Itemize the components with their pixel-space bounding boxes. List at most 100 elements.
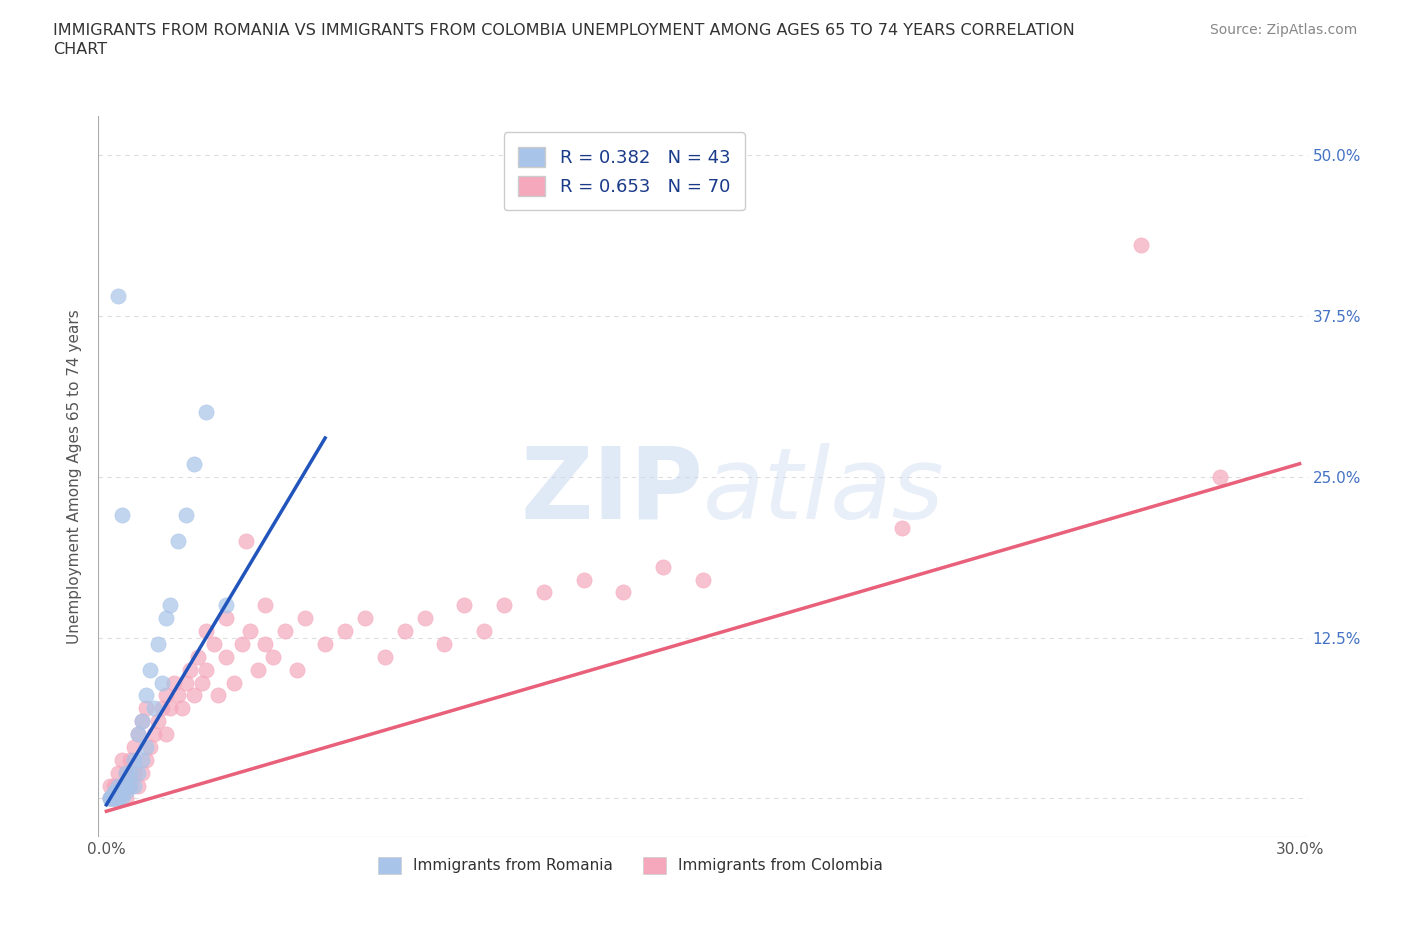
Point xyxy=(572,572,595,587)
Point xyxy=(194,662,217,677)
Point xyxy=(146,713,169,728)
Point xyxy=(150,675,173,690)
Point xyxy=(155,688,177,703)
Point xyxy=(103,785,125,800)
Point xyxy=(135,739,157,754)
Point xyxy=(115,765,138,780)
Point xyxy=(107,778,129,793)
Point xyxy=(159,701,181,716)
Point xyxy=(105,785,128,800)
Point xyxy=(107,785,129,800)
Point xyxy=(139,739,162,754)
Point xyxy=(122,778,145,793)
Point xyxy=(115,790,138,805)
Point xyxy=(104,790,127,805)
Point xyxy=(111,790,134,805)
Point xyxy=(131,713,153,728)
Point xyxy=(127,778,149,793)
Point xyxy=(120,752,142,767)
Point xyxy=(127,765,149,780)
Point xyxy=(139,662,162,677)
Point xyxy=(191,675,214,690)
Point xyxy=(294,611,316,626)
Point xyxy=(111,785,134,800)
Point xyxy=(107,790,129,805)
Point xyxy=(111,778,134,793)
Point xyxy=(127,726,149,741)
Point xyxy=(179,662,201,677)
Point xyxy=(115,778,138,793)
Point xyxy=(112,778,135,793)
Point xyxy=(215,611,238,626)
Point xyxy=(135,688,157,703)
Point xyxy=(167,534,190,549)
Point xyxy=(131,765,153,780)
Point xyxy=(433,636,456,651)
Point xyxy=(143,726,166,741)
Point xyxy=(174,508,197,523)
Point xyxy=(135,752,157,767)
Point xyxy=(111,752,134,767)
Point xyxy=(1209,470,1232,485)
Point xyxy=(98,790,121,805)
Point xyxy=(146,636,169,651)
Point xyxy=(150,701,173,716)
Point xyxy=(222,675,245,690)
Point xyxy=(533,585,555,600)
Point xyxy=(108,790,131,805)
Point xyxy=(103,790,125,805)
Point xyxy=(453,598,475,613)
Point xyxy=(394,624,416,639)
Point xyxy=(143,701,166,716)
Point xyxy=(254,636,277,651)
Point xyxy=(333,624,356,639)
Point xyxy=(98,778,121,793)
Text: atlas: atlas xyxy=(703,443,945,539)
Point xyxy=(202,636,225,651)
Point xyxy=(262,649,284,664)
Point xyxy=(135,701,157,716)
Point xyxy=(122,765,145,780)
Point xyxy=(120,778,142,793)
Point xyxy=(98,790,121,805)
Point xyxy=(115,765,138,780)
Point xyxy=(100,790,122,805)
Point xyxy=(374,649,396,664)
Point xyxy=(183,688,205,703)
Point xyxy=(122,752,145,767)
Point xyxy=(110,785,132,800)
Point xyxy=(122,739,145,754)
Point xyxy=(354,611,377,626)
Point xyxy=(235,534,257,549)
Point xyxy=(652,559,675,574)
Point xyxy=(494,598,516,613)
Point xyxy=(170,701,193,716)
Point xyxy=(1129,237,1152,252)
Point xyxy=(413,611,436,626)
Point xyxy=(314,636,336,651)
Point xyxy=(285,662,308,677)
Point xyxy=(207,688,229,703)
Point xyxy=(107,790,129,805)
Text: Source: ZipAtlas.com: Source: ZipAtlas.com xyxy=(1209,23,1357,37)
Point xyxy=(274,624,297,639)
Point xyxy=(127,726,149,741)
Point xyxy=(194,624,217,639)
Point xyxy=(215,649,238,664)
Point xyxy=(159,598,181,613)
Point xyxy=(155,611,177,626)
Point xyxy=(107,765,129,780)
Point xyxy=(103,778,125,793)
Point xyxy=(131,713,153,728)
Point xyxy=(103,790,125,805)
Point xyxy=(111,508,134,523)
Point xyxy=(215,598,238,613)
Point xyxy=(194,405,217,419)
Point xyxy=(472,624,495,639)
Point xyxy=(120,778,142,793)
Point xyxy=(101,790,124,805)
Point xyxy=(103,790,125,805)
Point xyxy=(115,785,138,800)
Point xyxy=(174,675,197,690)
Point xyxy=(612,585,634,600)
